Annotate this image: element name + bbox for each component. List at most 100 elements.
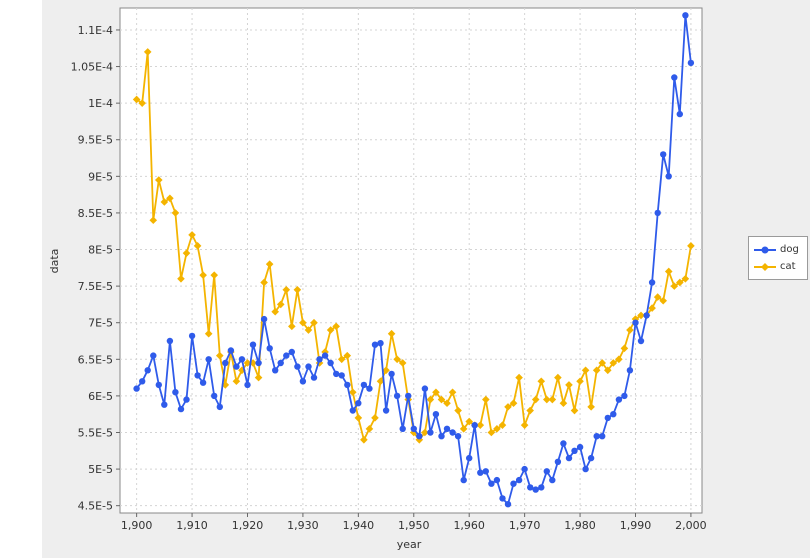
x-tick-label: 1,980: [564, 519, 596, 532]
data-point-dog: [510, 480, 517, 487]
data-point-cat: [576, 377, 584, 386]
data-point-dog: [211, 392, 218, 400]
data-point-dog: [388, 370, 395, 378]
data-point-dog: [665, 173, 672, 180]
data-point-dog: [432, 411, 440, 418]
y-tick-label: 6.5E-5: [78, 353, 113, 366]
y-tick-label: 9E-5: [88, 170, 113, 183]
data-point-cat: [581, 366, 590, 375]
data-point-cat: [487, 428, 496, 437]
data-point-dog: [405, 392, 412, 400]
data-point-dog: [626, 367, 634, 374]
data-point-cat: [598, 359, 607, 367]
y-axis-title: data: [48, 249, 61, 274]
y-tick-label: 8E-5: [88, 244, 113, 257]
data-point-cat: [155, 176, 163, 184]
data-point-dog: [593, 433, 600, 440]
data-point-dog: [366, 385, 373, 392]
data-point-dog: [582, 465, 589, 473]
data-point-dog: [643, 312, 650, 319]
y-tick-label: 1.05E-4: [71, 61, 113, 74]
data-point-dog: [460, 476, 467, 484]
data-point-cat: [177, 274, 185, 283]
data-point-cat: [271, 307, 279, 316]
data-point-dog: [233, 363, 240, 370]
data-point-cat: [664, 267, 673, 276]
data-point-dog: [560, 440, 567, 447]
data-point-cat: [448, 388, 457, 397]
data-point-dog: [416, 433, 423, 440]
data-point-dog: [238, 356, 246, 363]
data-point-dog: [249, 341, 257, 348]
data-point-dog: [527, 484, 534, 491]
data-point-cat: [570, 406, 579, 415]
data-point-cat: [554, 373, 562, 382]
data-point-dog: [599, 433, 606, 440]
data-point-cat: [676, 278, 684, 287]
x-tick-label: 1,950: [398, 519, 430, 532]
data-point-dog: [554, 458, 562, 465]
data-point-dog: [150, 352, 157, 359]
data-point-dog: [676, 110, 683, 118]
data-point-dog: [654, 209, 661, 217]
data-point-cat: [548, 395, 557, 404]
data-point-cat: [149, 216, 158, 225]
y-tick-label: 7.5E-5: [78, 280, 113, 293]
data-point-dog: [493, 476, 501, 484]
data-point-cat: [659, 296, 667, 305]
data-point-cat: [354, 414, 363, 422]
data-point-dog: [222, 359, 229, 367]
data-point-dog: [277, 359, 284, 367]
y-tick-label: 1.1E-4: [78, 24, 113, 37]
data-point-dog: [299, 378, 307, 385]
data-point-dog: [283, 352, 290, 359]
data-point-dog: [139, 378, 146, 385]
data-point-dog: [155, 381, 162, 389]
data-point-dog: [504, 501, 512, 508]
data-point-cat: [565, 381, 573, 389]
data-point-cat: [171, 209, 180, 217]
data-point-dog: [360, 381, 368, 389]
data-point-dog: [488, 480, 495, 487]
data-point-cat: [465, 417, 473, 426]
axes: 1,900 1,910 1,920 1,930 1,940 1,950 1,960 1,970…: [71, 24, 707, 532]
x-tick-label: 1,970: [509, 519, 541, 532]
data-point-dog: [377, 340, 384, 347]
data-point-dog: [471, 422, 478, 429]
data-point-cat: [199, 271, 207, 279]
data-point-cat: [587, 403, 595, 411]
y-tick-label: 5.5E-5: [78, 426, 113, 439]
data-point-cat: [293, 285, 302, 294]
data-point-dog: [499, 495, 506, 502]
data-point-cat: [326, 326, 335, 334]
x-tick-label: 1,920: [232, 519, 264, 532]
legend-label-cat: cat: [780, 261, 796, 272]
data-point-dog: [521, 465, 528, 473]
data-point-cat: [349, 388, 357, 397]
data-point-cat: [526, 406, 534, 415]
chart-frame: 1,900 1,910 1,920 1,930 1,940 1,950 1,960 1,970…: [42, 0, 810, 558]
data-point-dog: [310, 374, 318, 381]
data-point-cat: [409, 428, 418, 437]
data-point-cat: [376, 377, 385, 386]
data-point-dog: [604, 414, 611, 422]
data-point-dog: [205, 356, 212, 363]
y-tick-label: 8.5E-5: [78, 207, 113, 220]
data-point-dog: [338, 372, 345, 379]
data-point-dog: [615, 396, 623, 403]
data-point-cat: [254, 373, 263, 382]
data-point-dog: [687, 59, 695, 67]
data-point-cat: [393, 355, 401, 364]
x-tick-label: 1,990: [620, 519, 652, 532]
data-point-cat: [398, 359, 407, 367]
data-point-dog: [482, 468, 489, 475]
x-axis-title: year: [397, 538, 422, 551]
data-point-cat: [443, 399, 451, 408]
data-point-cat: [166, 194, 174, 203]
data-point-dog: [161, 401, 168, 408]
data-point-dog: [427, 429, 434, 436]
data-point-dog: [515, 476, 523, 484]
data-point-cat: [626, 326, 634, 334]
data-point-dog: [133, 385, 140, 392]
x-tick-label: 1,960: [453, 519, 485, 532]
